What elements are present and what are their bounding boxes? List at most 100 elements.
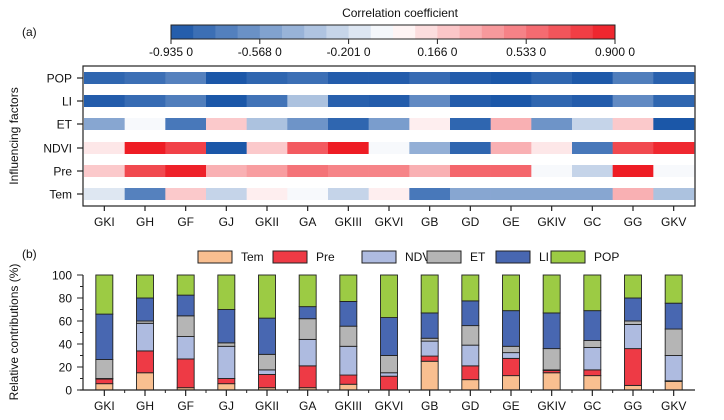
colorbar-step — [326, 25, 350, 39]
heatmap-y-tick-label: Pre — [53, 165, 72, 179]
heatmap-cell — [328, 118, 369, 130]
bar-segment-et — [583, 340, 602, 348]
bar-segment-li — [624, 297, 642, 322]
bar-segment-et — [95, 359, 114, 379]
bar-stack — [258, 274, 276, 391]
heatmap-x-tick-label: GKI — [94, 215, 115, 229]
heatmap-cell — [206, 165, 247, 177]
bar-segment-pre — [95, 378, 114, 385]
bar-segment-li — [542, 312, 561, 350]
colorbar-step — [282, 25, 305, 39]
heatmap-cell — [450, 95, 491, 107]
bar-stack — [136, 274, 154, 391]
heatmap-cell — [368, 188, 410, 200]
bar-y-tick-label: 0 — [65, 384, 72, 398]
heatmap-cell — [165, 188, 207, 200]
heatmap-cell — [450, 188, 491, 200]
legend-item-ndvi: NDVI — [361, 250, 434, 264]
heatmap-x-tick-label: GD — [461, 215, 479, 229]
heatmap-cell — [572, 72, 613, 84]
bar-segment-pop — [339, 274, 358, 302]
bar-y-tick-label: 80 — [59, 292, 73, 306]
heatmap-cell — [246, 188, 288, 200]
bar-segment-pop — [583, 274, 602, 312]
heatmap-cell — [612, 118, 654, 130]
bar-segment-li — [95, 313, 114, 360]
heatmap-cell — [531, 165, 573, 177]
heatmap-cell — [490, 142, 532, 154]
bar-segment-pre — [136, 350, 154, 374]
bar-segment-ndvi — [136, 322, 154, 352]
legend-swatch — [197, 250, 233, 264]
bar-segment-li — [176, 294, 195, 317]
heatmap-cell — [572, 118, 613, 130]
heatmap-cell — [572, 188, 613, 200]
bar-x-tick-label: GKIII — [335, 399, 362, 413]
heatmap-cell — [246, 95, 288, 107]
bar-segment-tem — [420, 360, 439, 391]
heatmap-cell — [490, 165, 532, 177]
colorbar-tick-label: 0.533 0 — [506, 45, 546, 59]
heatmap-cell — [84, 72, 125, 84]
stacked-bars — [95, 274, 683, 391]
heatmap-cell — [572, 165, 613, 177]
heatmap-x-tick-label: GJ — [219, 215, 234, 229]
bar-segment-et — [298, 318, 317, 340]
bar-x-tick-label: GG — [624, 399, 643, 413]
legend-swatch — [550, 250, 586, 264]
heatmap-cell — [409, 165, 451, 177]
bar-segment-pre — [298, 365, 317, 389]
heatmap-x-tick-label: GB — [421, 215, 438, 229]
bar-segment-pop — [380, 274, 398, 318]
heatmap-cell — [490, 95, 532, 107]
legend-label: POP — [594, 250, 619, 264]
bar-y-tick-label: 60 — [59, 315, 73, 329]
bar-segment-et — [624, 320, 642, 325]
bar-segment-pop — [95, 274, 114, 315]
bar-segment-pre — [339, 374, 358, 385]
bar-segment-ndvi — [664, 355, 683, 382]
heatmap-y-axis-label: Influencing factors — [7, 87, 21, 184]
heatmap-y-tick-label: POP — [47, 72, 72, 86]
bar-segment-li — [420, 312, 439, 339]
bar-segment-pre — [583, 369, 602, 377]
colorbar-step — [237, 25, 261, 39]
legend-label: Pre — [316, 250, 335, 264]
heatmap-cell — [368, 72, 410, 84]
bar-stack — [420, 274, 439, 391]
heatmap-cell — [653, 165, 695, 177]
bar-axes: 0 20 40 60 80 100 GKI GH GF GJ GKII GA GKIII GKVI GB GD… — [52, 269, 695, 413]
heatmap-cell — [368, 118, 410, 130]
heatmap-cell — [653, 142, 695, 154]
heatmap-x-tick-label: GKII — [255, 215, 279, 229]
bar-x-tick-label: GA — [299, 399, 316, 413]
legend-item-pop: POP — [550, 250, 619, 264]
colorbar-step — [415, 25, 438, 39]
heatmap-cell — [612, 188, 654, 200]
bar-segment-tem — [583, 375, 602, 391]
bar-segment-pre — [380, 375, 398, 391]
colorbar-step — [570, 25, 594, 39]
bar-segment-pop — [420, 274, 439, 314]
colorbar-step — [348, 25, 372, 39]
heatmap-cell — [124, 165, 166, 177]
panel-label-a: (a) — [22, 25, 37, 39]
heatmap-cell — [409, 118, 451, 130]
heatmap-y-tick-label: NDVI — [43, 142, 72, 156]
heatmap-cell — [328, 165, 369, 177]
bar-segment-pre — [420, 355, 439, 362]
bar-segment-et — [258, 353, 276, 371]
heatmap-cell — [165, 72, 207, 84]
bar-segment-et — [502, 345, 520, 354]
bar-segment-ndvi — [339, 345, 358, 376]
bar-segment-pop — [136, 274, 154, 299]
bar-stack — [176, 274, 195, 391]
heatmap-x-tick-label: GKVI — [375, 215, 404, 229]
colorbar-step — [481, 25, 505, 39]
heatmap-cell — [409, 95, 451, 107]
bar-segment-tem — [542, 372, 561, 391]
bar-segment-li — [380, 317, 398, 356]
bar-y-axis-label: Relative contributions (%) — [7, 264, 21, 401]
bar-segment-ndvi — [380, 372, 398, 377]
bar-segment-li — [664, 302, 683, 330]
